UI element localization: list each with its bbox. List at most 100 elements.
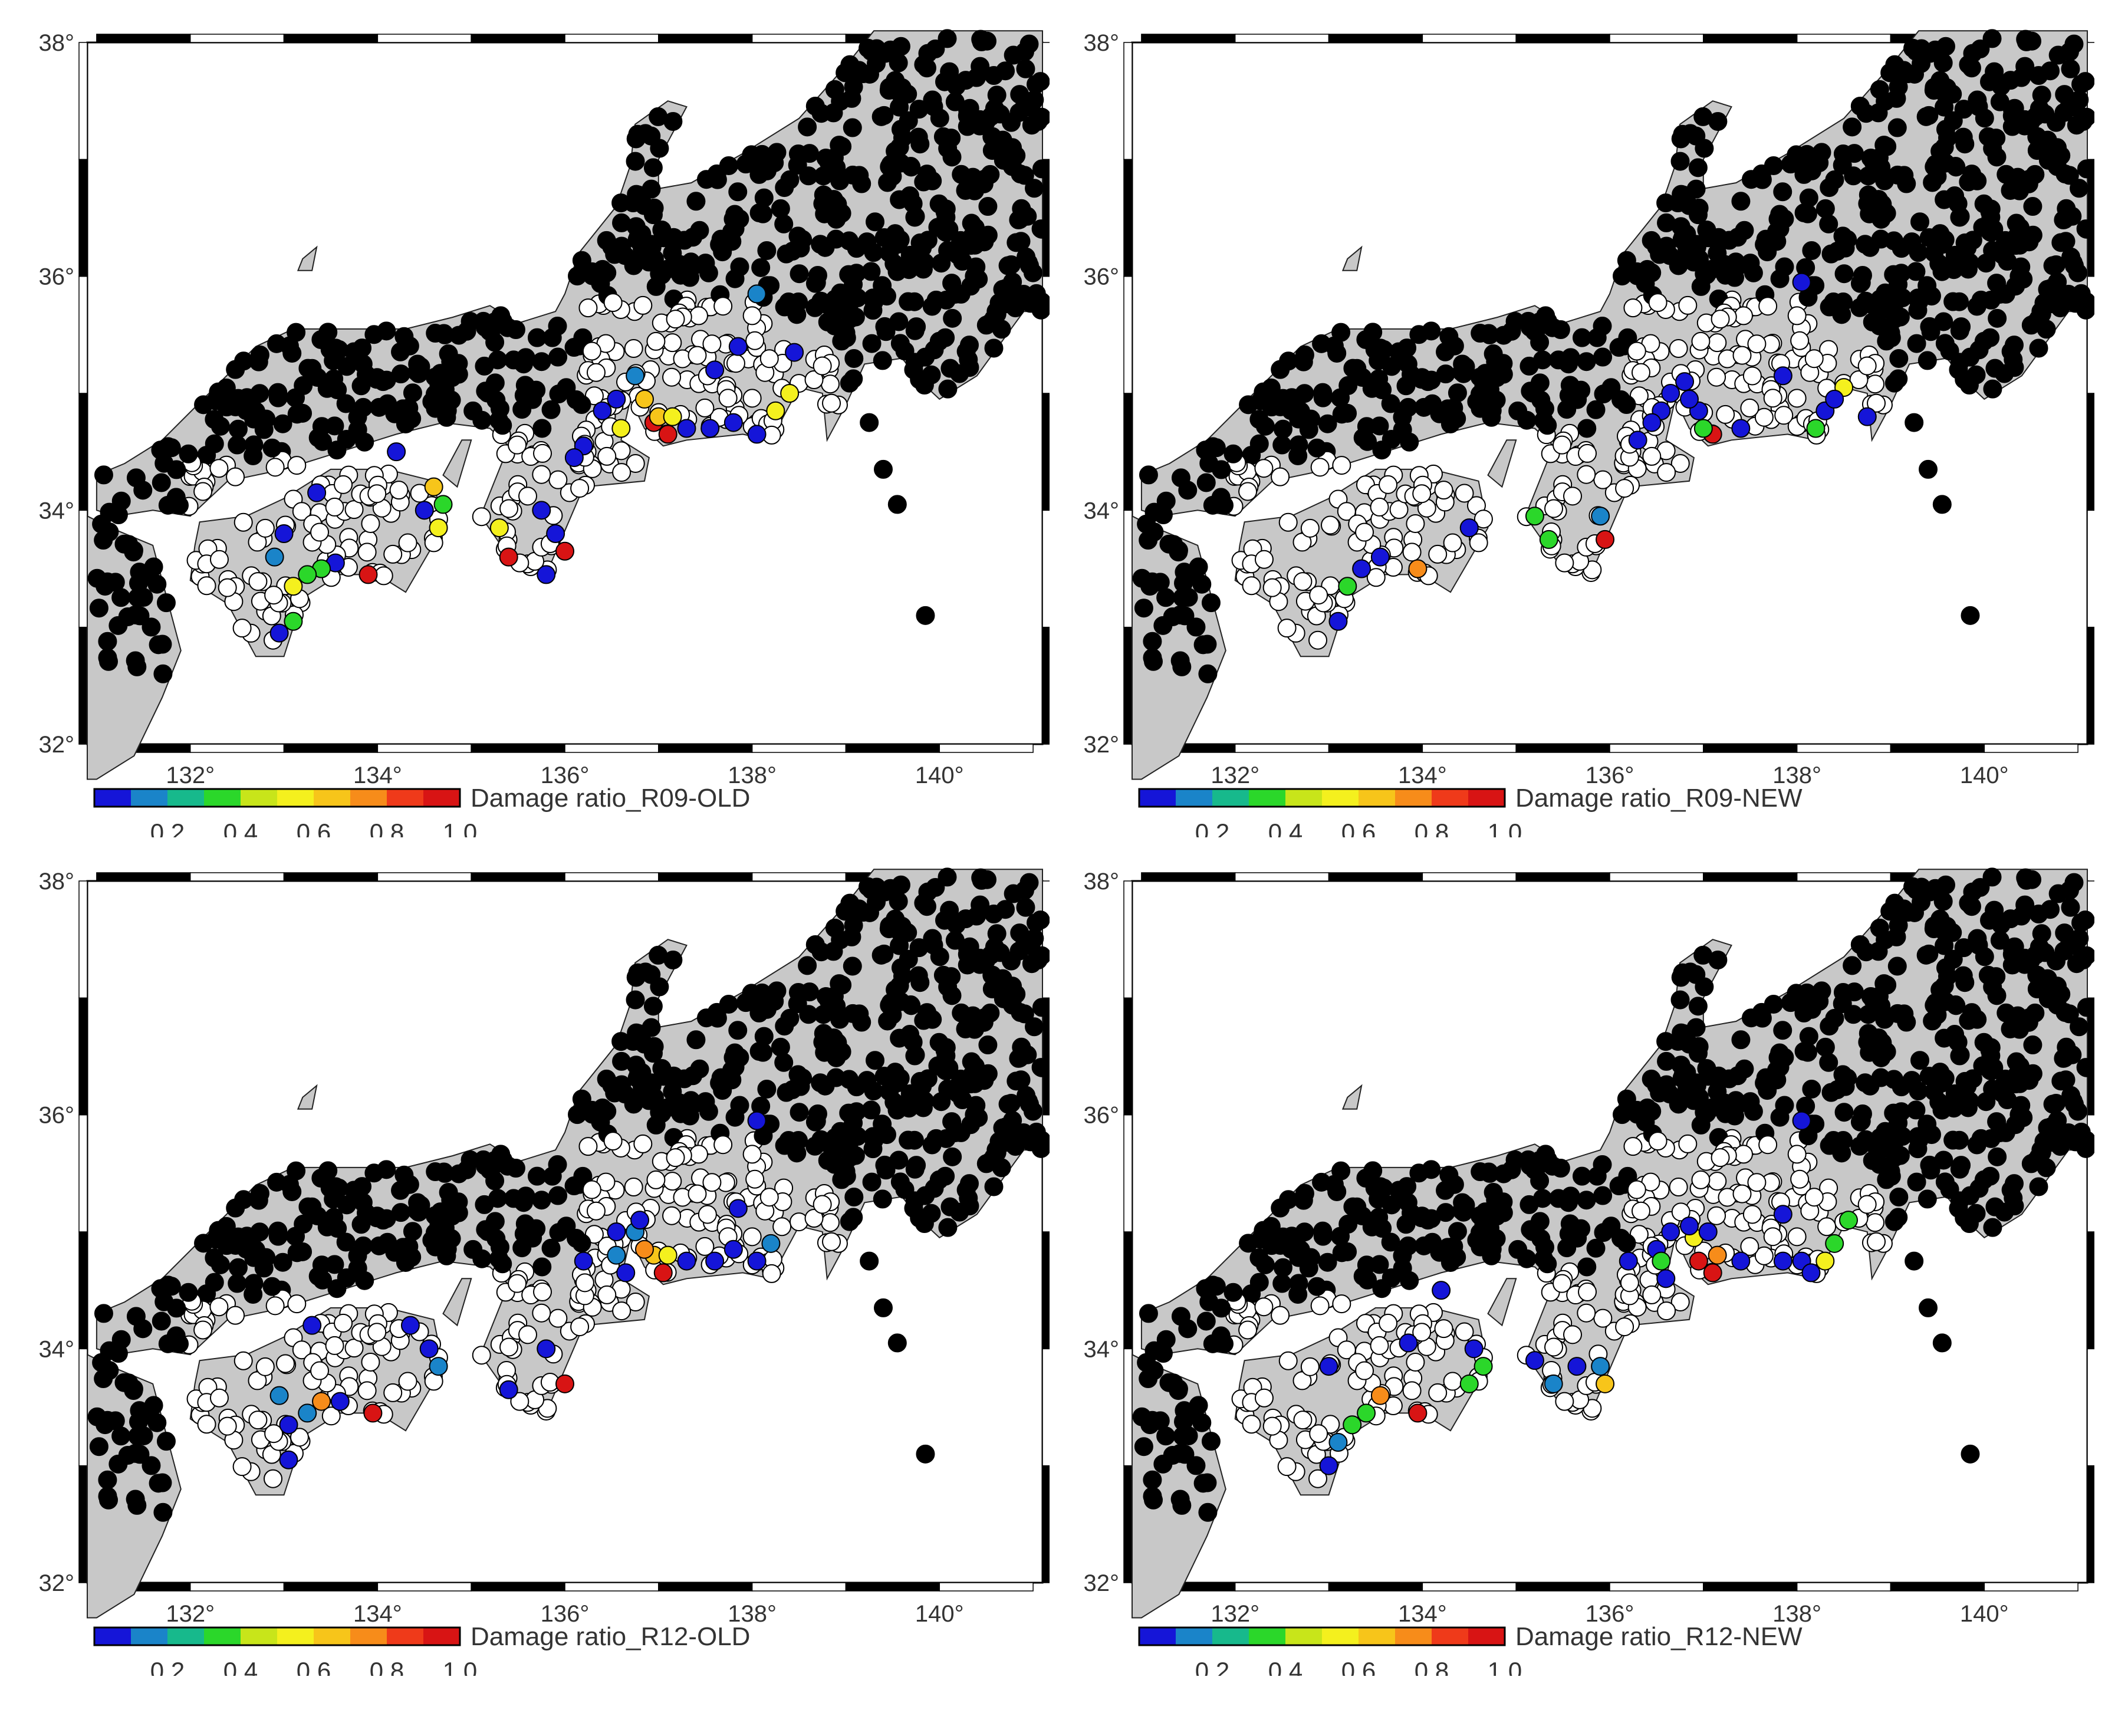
station-marker-black: [1134, 599, 1153, 618]
frame-bar-right: [2087, 1348, 2096, 1467]
station-marker-black: [1981, 328, 2000, 347]
station-marker-white: [759, 1188, 779, 1207]
station-marker-black: [98, 1470, 117, 1490]
damage-station-marker: [1693, 419, 1713, 438]
station-marker-white: [1754, 1246, 1774, 1265]
damage-station-marker: [387, 442, 406, 462]
station-marker-black: [805, 96, 825, 116]
station-marker-black: [1987, 274, 2007, 293]
station-marker-black: [1973, 218, 1992, 237]
colorbar-tick-label: 0.4: [223, 818, 258, 837]
station-marker-black: [425, 1206, 445, 1225]
station-marker-black: [1907, 1172, 1926, 1192]
frame-bar-bottom: [1515, 744, 1610, 753]
station-marker-black: [996, 900, 1015, 919]
station-marker-black: [874, 1298, 893, 1317]
frame-bar-left: [78, 159, 88, 277]
map-svg: 32° 34° 36° 38° 132° 134° 136° 138° 140° 0.2 0.4 0.…: [39, 29, 1051, 846]
station-marker-white: [1593, 1308, 1613, 1328]
station-marker-white: [367, 1323, 387, 1342]
damage-station-marker: [284, 611, 303, 631]
station-marker-white: [1866, 374, 1885, 394]
damage-station-marker: [1773, 366, 1792, 386]
station-marker-black: [643, 997, 663, 1016]
frame-bar-right: [2087, 393, 2096, 511]
station-marker-black: [2007, 226, 2027, 246]
frame-bar-top: [1703, 34, 1798, 43]
station-marker-white: [226, 467, 245, 486]
station-marker-black: [2025, 314, 2044, 333]
frame-bar-left: [1123, 1231, 1133, 1350]
station-marker-white: [1309, 586, 1328, 605]
damage-station-marker: [607, 1245, 626, 1265]
station-marker-black: [905, 1159, 925, 1179]
station-marker-white: [1804, 1188, 1824, 1207]
damage-station-marker: [705, 360, 725, 380]
station-marker-white: [1544, 1337, 1564, 1357]
station-marker-black: [1255, 1255, 1275, 1274]
station-marker-black: [1876, 930, 1895, 949]
station-marker-black: [1815, 1037, 1835, 1057]
station-marker-black: [1577, 419, 1597, 438]
station-marker-black: [690, 221, 709, 240]
station-marker-black: [1709, 228, 1728, 247]
frame-bar-left: [78, 997, 88, 1116]
station-marker-black: [862, 1172, 882, 1192]
station-marker-black: [87, 1407, 107, 1426]
station-marker-black: [108, 1344, 128, 1363]
station-marker-black: [2077, 998, 2096, 1017]
damage-station-marker: [1474, 1357, 1493, 1376]
station-marker-black: [490, 1238, 509, 1257]
station-marker-black: [899, 260, 919, 280]
colorbar-segment: [204, 789, 241, 807]
station-marker-black: [1924, 919, 1943, 939]
station-marker-black: [317, 379, 337, 398]
station-marker-white: [1293, 1410, 1313, 1430]
station-marker-black: [1887, 956, 1907, 976]
station-marker-black: [1164, 535, 1183, 554]
station-marker-black: [879, 81, 899, 100]
frame-bar-bottom: [471, 1582, 565, 1592]
damage-station-marker: [284, 577, 303, 596]
damage-station-marker: [1357, 1403, 1376, 1423]
station-marker-black: [1196, 1279, 1215, 1298]
lat-tick-label: 34°: [39, 1336, 75, 1362]
station-marker-black: [1014, 285, 1034, 304]
frame-bar-bottom: [564, 1582, 659, 1592]
station-marker-black: [690, 1059, 709, 1079]
frame-bar-right: [2087, 626, 2096, 745]
damage-station-marker: [1825, 389, 1844, 409]
station-marker-black: [1887, 118, 1907, 137]
station-marker-black: [833, 975, 852, 995]
station-marker-white: [197, 1415, 216, 1434]
station-marker-black: [2023, 225, 2043, 245]
station-marker-black: [1156, 588, 1176, 607]
station-marker-white: [1787, 389, 1807, 408]
station-marker-black: [287, 1161, 306, 1181]
colorbar-segment: [1249, 789, 1285, 807]
station-marker-black: [663, 1082, 682, 1102]
frame-bar-left: [78, 1465, 88, 1583]
station-marker-black: [1399, 397, 1418, 417]
colorbar-segment: [1176, 789, 1212, 807]
station-marker-black: [1171, 468, 1190, 488]
station-marker-white: [1763, 1227, 1782, 1247]
landmass-oki: [297, 1084, 318, 1110]
station-marker-black: [1688, 1044, 1708, 1063]
station-marker-white: [1740, 398, 1759, 417]
station-marker-black: [1312, 1172, 1331, 1192]
station-marker-white: [742, 389, 762, 408]
station-marker-white: [357, 1381, 377, 1400]
damage-station-marker: [766, 401, 785, 420]
station-marker-white: [1631, 1201, 1650, 1221]
station-marker-black: [541, 400, 561, 419]
station-marker-black: [962, 226, 982, 246]
station-marker-black: [327, 440, 347, 460]
damage-station-marker: [1680, 1216, 1699, 1236]
station-marker-black: [699, 263, 718, 282]
station-marker-white: [1857, 1195, 1877, 1214]
frame-bar-bottom: [1234, 1582, 1330, 1592]
colorbar-segment: [277, 1628, 314, 1645]
station-marker-black: [1917, 351, 1937, 370]
damage-station-marker: [1343, 1415, 1362, 1435]
